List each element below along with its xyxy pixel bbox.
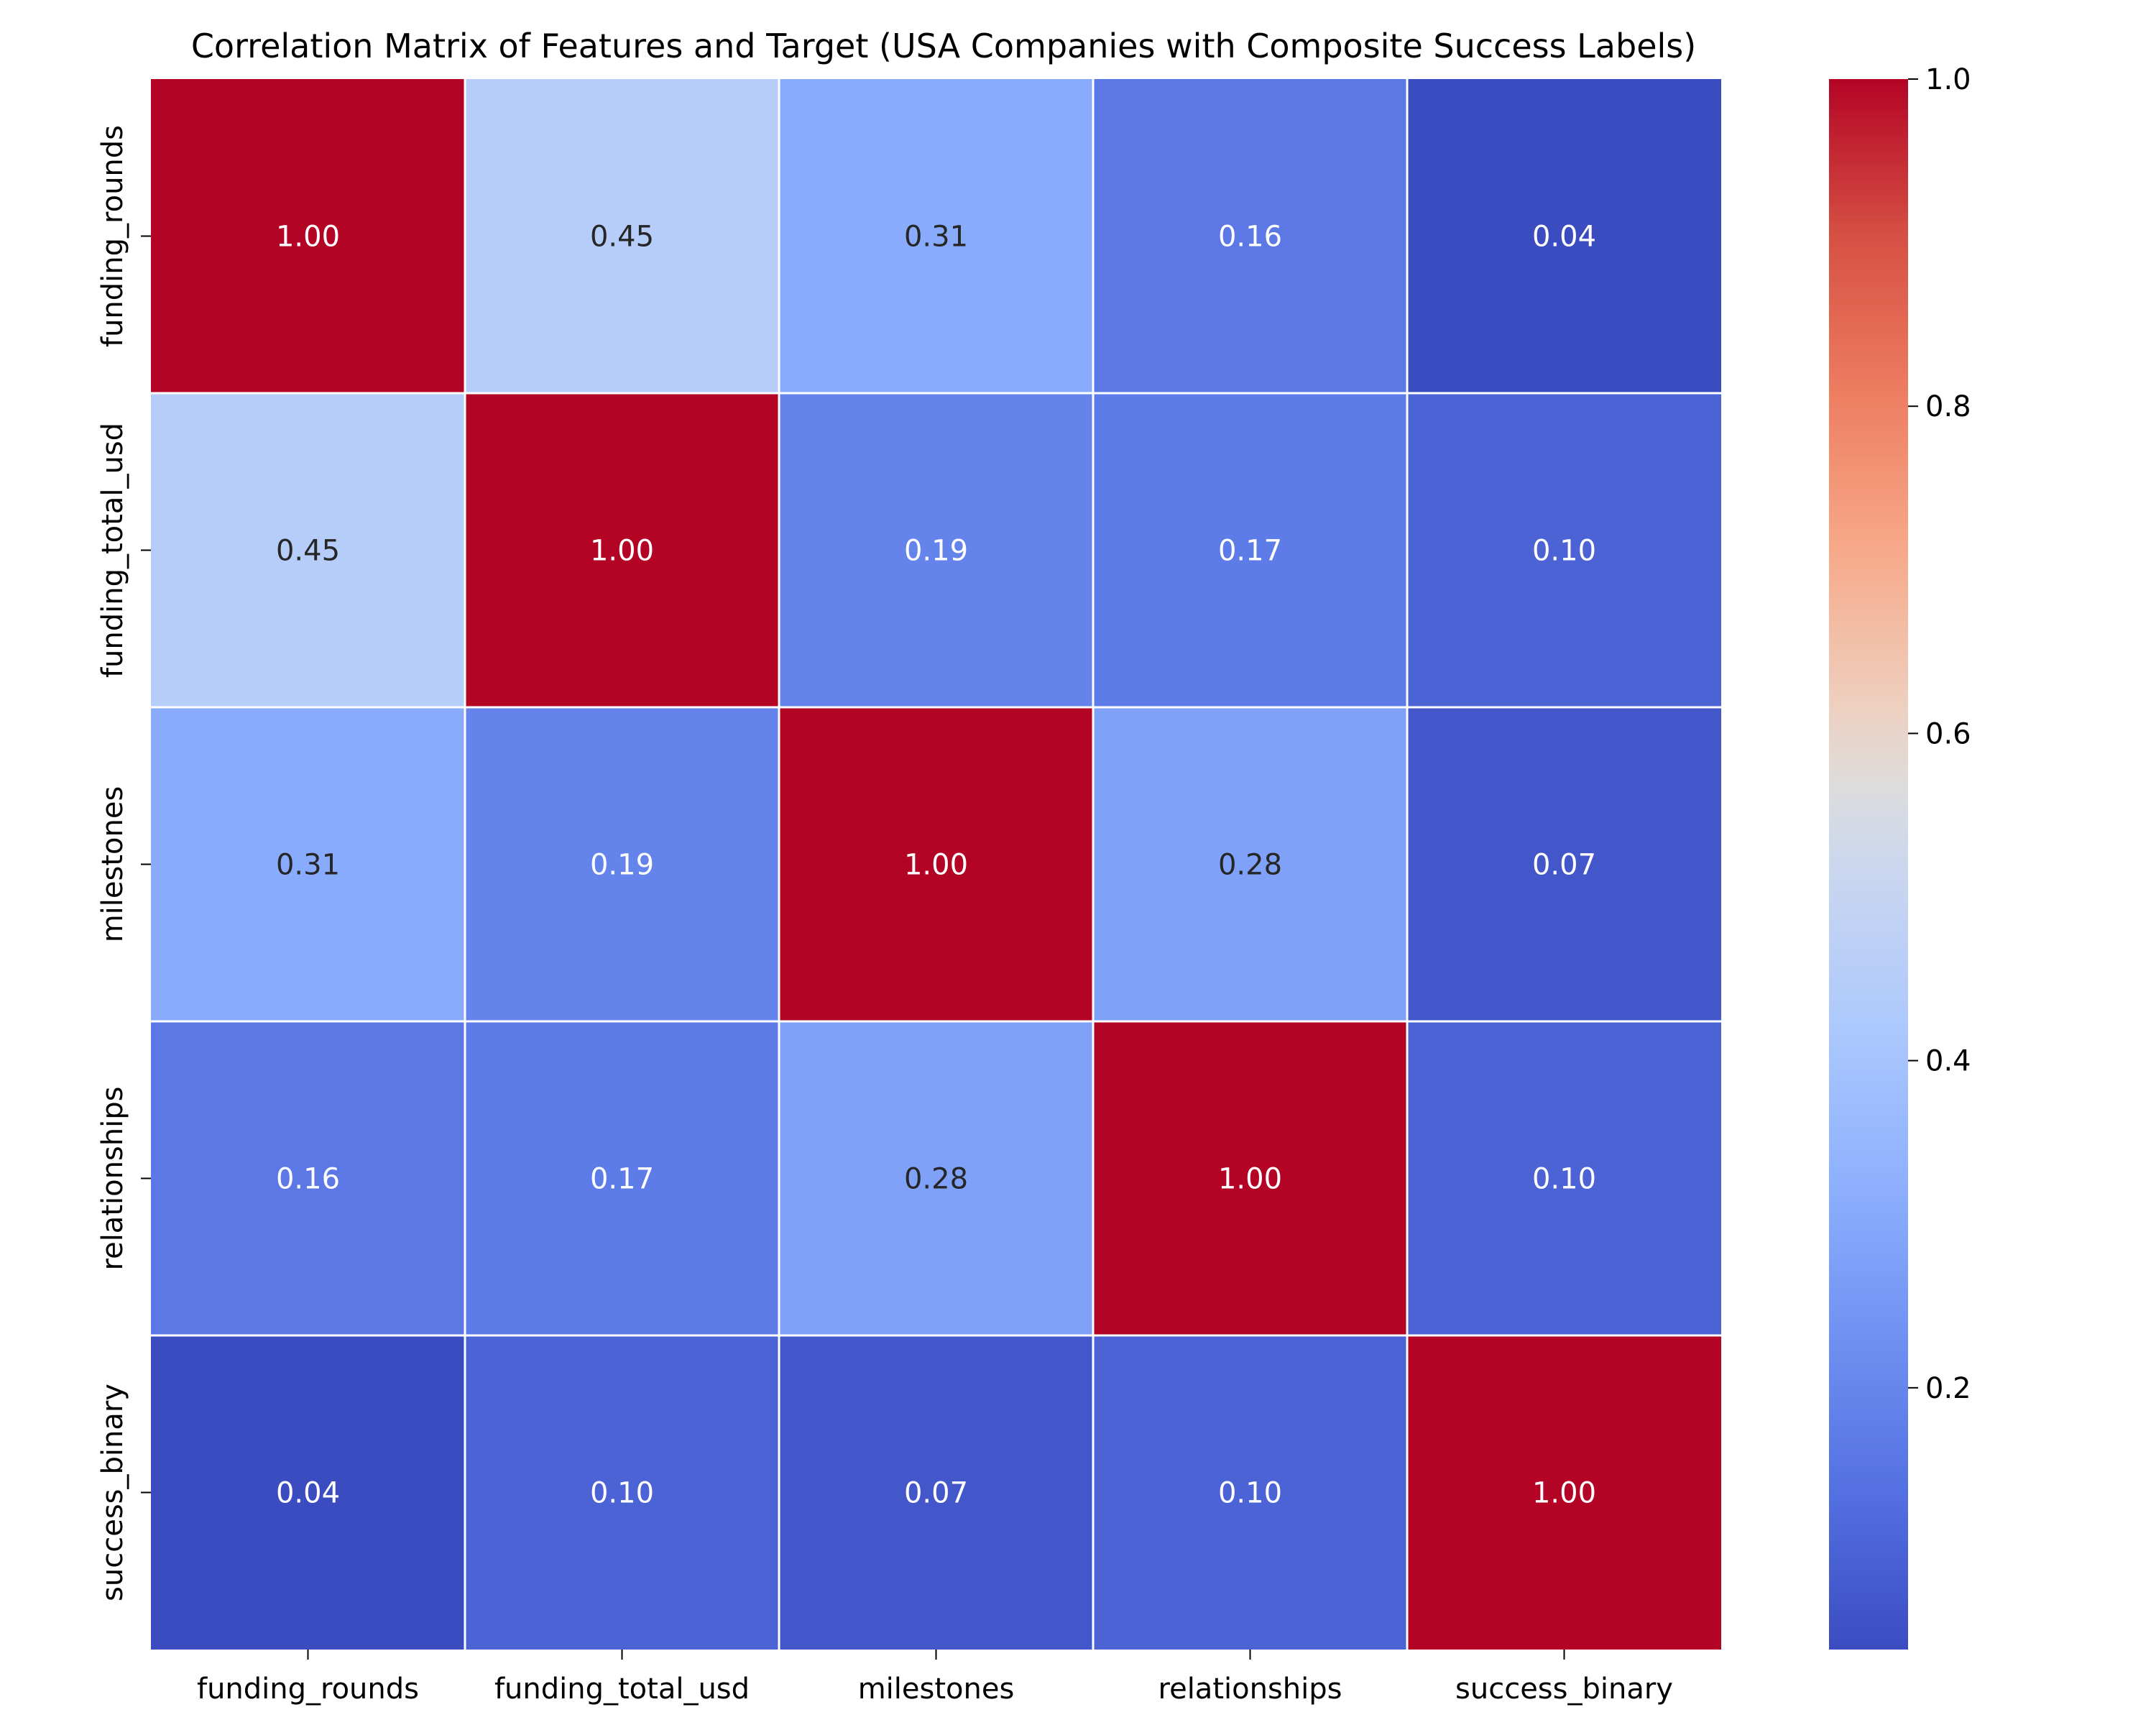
heatmap-cell [1093, 79, 1407, 393]
heatmap-cell [1407, 393, 1721, 707]
cell-value-label: 0.16 [1218, 221, 1282, 254]
cell-value-label: 1.00 [1532, 1477, 1596, 1510]
heatmap-cell [151, 1335, 465, 1650]
colorbar: 0.2 0.4 0.6 0.8 1.0 [1829, 63, 1971, 1650]
heatmap-cell [779, 707, 1093, 1021]
y-tick-label: milestones [96, 786, 129, 943]
cell-value-label: 0.10 [1218, 1477, 1282, 1510]
heatmap-cell [151, 1021, 465, 1335]
heatmap-cell [779, 1335, 1093, 1650]
colorbar-gradient [1829, 79, 1908, 1650]
colorbar-tick-label: 0.6 [1925, 717, 1971, 750]
cell-value-label: 1.00 [904, 849, 968, 882]
heatmap-cell [151, 79, 465, 393]
heatmap-cell [1093, 707, 1407, 1021]
cell-value-label: 0.17 [590, 1163, 654, 1196]
heatmap-cell [1093, 393, 1407, 707]
x-tick-label: funding_total_usd [494, 1673, 750, 1706]
heatmap-cell [151, 707, 465, 1021]
y-tick-label: relationships [96, 1087, 129, 1271]
cell-value-label: 1.00 [1218, 1163, 1282, 1196]
colorbar-tick-label: 0.4 [1925, 1045, 1971, 1078]
heatmap-cell [1407, 79, 1721, 393]
cell-value-label: 0.07 [904, 1477, 968, 1510]
heatmap-cell [1407, 1021, 1721, 1335]
x-tick-label: funding_rounds [197, 1673, 419, 1706]
y-tick-label: funding_rounds [96, 125, 129, 347]
heatmap-cell [1093, 1021, 1407, 1335]
cell-value-label: 0.19 [904, 535, 968, 568]
x-axis: funding_rounds funding_total_usd milestone… [197, 1650, 1673, 1706]
heatmap-cell [465, 707, 779, 1021]
heatmap-cell [465, 393, 779, 707]
cell-value-label: 1.00 [590, 535, 654, 568]
x-tick-label: relationships [1158, 1673, 1342, 1706]
cell-value-label: 0.10 [590, 1477, 654, 1510]
cell-value-label: 0.04 [1532, 221, 1596, 254]
cell-value-label: 0.16 [276, 1163, 340, 1196]
colorbar-tick-label: 1.0 [1925, 63, 1971, 96]
cell-value-label: 0.04 [276, 1477, 340, 1510]
cell-value-label: 1.00 [276, 221, 340, 254]
y-tick-label: funding_total_usd [96, 423, 129, 678]
y-axis: funding_rounds funding_total_usd milestone… [96, 125, 151, 1601]
y-tick-label: success_binary [96, 1384, 129, 1601]
heatmap-cell [1407, 707, 1721, 1021]
heatmap-cell [779, 393, 1093, 707]
cell-value-label: 0.28 [904, 1163, 968, 1196]
colorbar-tick-label: 0.2 [1925, 1372, 1971, 1405]
heatmap-cell [779, 79, 1093, 393]
x-tick-label: milestones [858, 1673, 1015, 1706]
cell-value-label: 0.17 [1218, 535, 1282, 568]
cell-value-label: 0.31 [276, 849, 340, 882]
cell-value-label: 0.07 [1532, 849, 1596, 882]
x-tick-label: success_binary [1455, 1673, 1673, 1706]
cell-value-label: 0.28 [1218, 849, 1282, 882]
colorbar-tick-label: 0.8 [1925, 390, 1971, 423]
heatmap-cell [1407, 1335, 1721, 1650]
cell-value-label: 0.10 [1532, 535, 1596, 568]
heatmap-cell [465, 1021, 779, 1335]
chart-title: Correlation Matrix of Features and Targe… [191, 27, 1696, 65]
cell-value-label: 0.10 [1532, 1163, 1596, 1196]
cell-value-label: 0.19 [590, 849, 654, 882]
heatmap-cell [151, 393, 465, 707]
cell-value-label: 0.31 [904, 221, 968, 254]
cell-gridlines [151, 79, 1721, 1650]
heatmap-cell [465, 79, 779, 393]
cell-value-label: 0.45 [590, 221, 654, 254]
heatmap-cell [465, 1335, 779, 1650]
heatmap-cell [779, 1021, 1093, 1335]
cell-value-label: 0.45 [276, 535, 340, 568]
heatmap-cells: 1.00 0.45 0.31 0.16 0.04 0.45 1.00 0.19 0.17 0.10… [151, 79, 1721, 1650]
heatmap-cell [1093, 1335, 1407, 1650]
